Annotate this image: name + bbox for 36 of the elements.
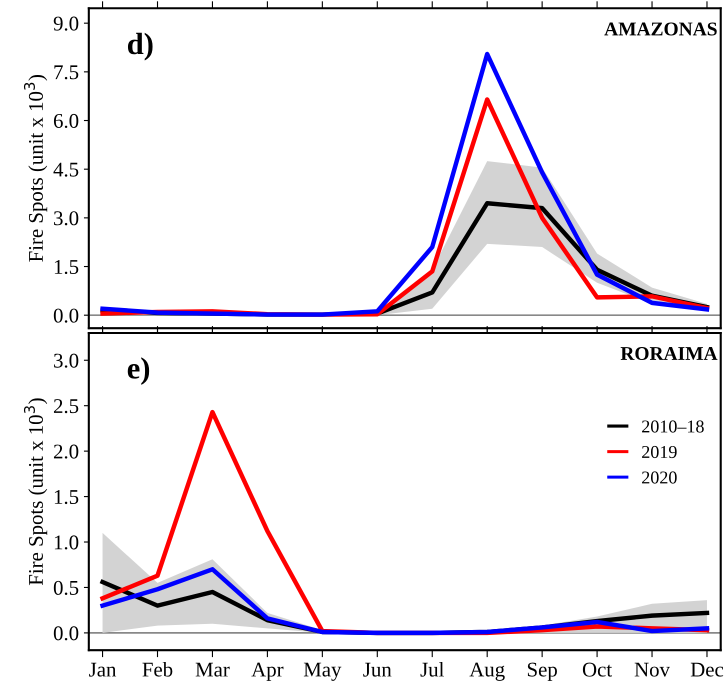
y-tick-label: 0.5 <box>54 580 78 595</box>
x-tick-label: Sep <box>528 662 557 681</box>
x-tick-label: Mar <box>196 662 230 677</box>
legend-label: 2020 <box>642 471 677 484</box>
x-tick-label: Feb <box>142 662 172 677</box>
x-tick-label: Oct <box>582 662 612 677</box>
x-tick-label: Aug <box>469 662 505 681</box>
y-tick-label: 9.0 <box>54 16 78 31</box>
y-tick-label: 1.5 <box>54 490 78 504</box>
x-tick-label: Jan <box>89 662 116 677</box>
x-tick-label: Jun <box>363 662 392 677</box>
annotation: AMAZONAS <box>604 22 717 36</box>
y-tick-label: 1.5 <box>54 260 78 274</box>
annotation: d) <box>128 32 153 60</box>
y-axis-title: Fire Spots (unit x 10$^{3}$) <box>24 75 48 262</box>
x-tick-label: Apr <box>251 662 284 681</box>
x-tick-label: Nov <box>634 662 670 677</box>
y-tick-label: 1.0 <box>54 535 78 550</box>
y-axis-title: Fire Spots (unit x 10$^{3}$) <box>24 398 48 586</box>
y-tick-label: 3.0 <box>54 354 78 368</box>
y-tick-label: 0.0 <box>54 626 78 640</box>
legend-label: 2010–18 <box>642 420 704 433</box>
y-tick-label: 3.0 <box>54 211 78 226</box>
x-tick-label: Jul <box>420 662 444 677</box>
y-tick-label: 7.5 <box>54 65 78 80</box>
y-tick-label: 4.5 <box>53 162 78 177</box>
y-tick-label: 6.0 <box>54 114 78 128</box>
legend-label: 2019 <box>642 446 677 458</box>
x-tick-label: May <box>304 662 342 681</box>
y-tick-label: 0.0 <box>54 308 78 323</box>
line-series <box>100 567 710 636</box>
annotation: e) <box>128 357 150 385</box>
annotation: RORAIMA <box>620 346 718 360</box>
y-tick-label: 2.5 <box>54 399 78 414</box>
x-tick-label: Dec <box>690 662 724 677</box>
y-tick-label: 2.0 <box>54 444 78 459</box>
